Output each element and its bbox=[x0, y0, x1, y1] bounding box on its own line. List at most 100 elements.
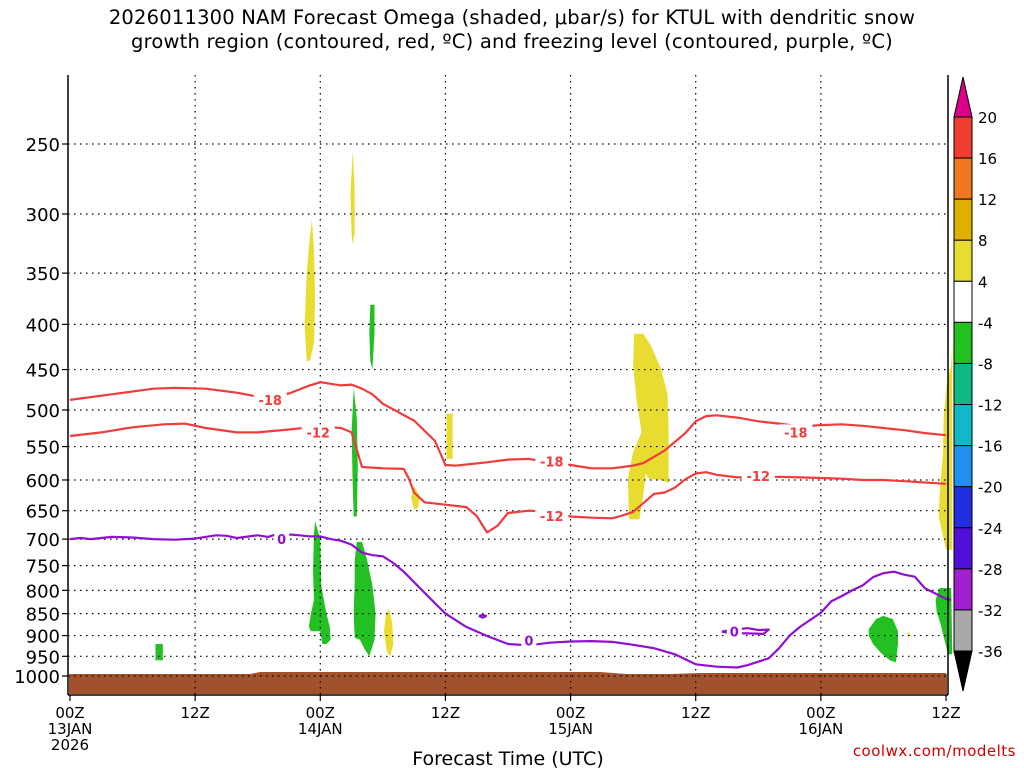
x-tick-label-36-0: 12Z bbox=[431, 704, 460, 722]
x-axis-title: Forecast Time (UTC) bbox=[412, 748, 603, 768]
contour-label-1: -12 bbox=[306, 426, 330, 441]
y-tick-label-950: 950 bbox=[26, 647, 60, 668]
colorbar-bin-8 bbox=[953, 445, 973, 488]
omega-region-2 bbox=[446, 413, 453, 459]
contour-label-3: -12 bbox=[540, 510, 564, 525]
contour-label-2: -18 bbox=[540, 456, 564, 471]
colorbar-bin-1 bbox=[953, 157, 973, 200]
contour-label-5: -12 bbox=[747, 470, 771, 485]
colorbar-bin-9 bbox=[953, 486, 973, 529]
colorbar-label-3: 8 bbox=[978, 232, 988, 250]
colorbar-label-1: 16 bbox=[978, 150, 997, 168]
contour-label-4: -18 bbox=[784, 426, 808, 441]
contour-layer bbox=[69, 381, 952, 669]
chart-title-line2: growth region (contoured, red, ºC) and f… bbox=[131, 30, 893, 53]
colorbar-label-2: 12 bbox=[978, 191, 997, 209]
credit-link[interactable]: coolwx.com/modelts bbox=[852, 742, 1016, 760]
colorbar-label-6: -8 bbox=[978, 355, 993, 373]
contour-label-bg-0 bbox=[253, 391, 287, 408]
x-tick-label-48-0: 00Z bbox=[556, 704, 585, 722]
colorbar-bin-11 bbox=[953, 568, 973, 611]
contour-label-bg-2 bbox=[535, 453, 569, 470]
x-tick-label-84-0: 12Z bbox=[931, 704, 960, 722]
omega-region-11 bbox=[155, 644, 163, 661]
contour-line-4 bbox=[478, 613, 488, 619]
contour-line-1 bbox=[69, 422, 947, 534]
omega-region-7 bbox=[369, 304, 375, 370]
contour-label-7: 0 bbox=[524, 635, 533, 650]
colorbar-bin-7 bbox=[953, 404, 973, 447]
y-tick-label-550: 550 bbox=[26, 438, 60, 459]
x-tick-label-48-1: 15JAN bbox=[548, 720, 593, 738]
omega-region-6 bbox=[938, 343, 953, 550]
y-tick-label-800: 800 bbox=[26, 581, 60, 602]
omega-region-14 bbox=[907, 632, 911, 637]
y-tick-label-350: 350 bbox=[26, 264, 60, 285]
contour-label-bg-7 bbox=[521, 632, 537, 649]
x-tick-label-0-2: 2026 bbox=[51, 736, 89, 754]
colorbar-bin-6 bbox=[953, 362, 973, 406]
colorbar-bin-0 bbox=[953, 116, 973, 159]
omega-region-8 bbox=[351, 387, 358, 517]
x-tick-label-72-0: 00Z bbox=[806, 704, 835, 722]
contour-label-0: -18 bbox=[258, 394, 282, 409]
colorbar-bin-2 bbox=[953, 198, 973, 241]
contour-line-0 bbox=[69, 381, 947, 470]
y-tick-label-500: 500 bbox=[26, 401, 60, 422]
colorbar-label-8: -16 bbox=[978, 438, 1003, 456]
contour-line-2 bbox=[69, 532, 952, 669]
y-tick-label-650: 650 bbox=[26, 502, 60, 523]
contour-label-bg-8 bbox=[726, 623, 742, 640]
colorbar-label-0: 20 bbox=[978, 109, 997, 127]
colorbar-label-7: -12 bbox=[978, 397, 1003, 415]
colorbar-bin-10 bbox=[953, 527, 973, 570]
x-tick-label-24-0: 00Z bbox=[306, 704, 335, 722]
x-tick-label-72-1: 16JAN bbox=[798, 720, 843, 738]
x-tick-label-60-0: 12Z bbox=[681, 704, 710, 722]
gridlines bbox=[68, 75, 948, 695]
omega-region-0 bbox=[304, 220, 316, 361]
y-tick-label-750: 750 bbox=[26, 557, 60, 578]
x-tick-label-0-1: 13JAN bbox=[48, 720, 93, 738]
contour-label-bg-4 bbox=[779, 424, 813, 441]
colorbar-label-11: -28 bbox=[978, 561, 1003, 579]
colorbar-legend: 20 16 12 8 4 -4 -8 -12 -16 -20 -24 -28 -32 -36 bbox=[953, 76, 1003, 692]
y-tick-label-700: 700 bbox=[26, 530, 60, 551]
y-tick-label-400: 400 bbox=[26, 315, 60, 336]
omega-region-4 bbox=[383, 609, 394, 657]
colorbar-bin-4 bbox=[953, 280, 973, 323]
omega-region-10 bbox=[353, 541, 376, 657]
y-tick-label-1000: 1000 bbox=[14, 667, 60, 688]
colorbar-top-arrow bbox=[953, 76, 973, 118]
colorbar-bottom-arrow bbox=[953, 650, 973, 692]
y-tick-label-850: 850 bbox=[26, 605, 60, 626]
surface-band-top bbox=[69, 672, 946, 680]
contour-label-8: 0 bbox=[730, 626, 739, 641]
contour-label-bg-1 bbox=[301, 424, 335, 441]
colorbar-label-9: -20 bbox=[978, 479, 1003, 497]
colorbar-label-5: -4 bbox=[978, 314, 993, 332]
omega-region-5 bbox=[627, 333, 669, 520]
colorbar-label-12: -32 bbox=[978, 602, 1003, 620]
y-tick-label-300: 300 bbox=[26, 205, 60, 226]
contour-label-bg-3 bbox=[535, 507, 569, 524]
contour-label-bg-5 bbox=[741, 468, 775, 485]
x-tick-label-24-1: 14JAN bbox=[298, 720, 343, 738]
surface-layer bbox=[69, 672, 947, 694]
y-tick-label-250: 250 bbox=[26, 135, 60, 156]
x-tick-label-0-0: 00Z bbox=[55, 704, 84, 722]
axes: 250 300 350 400 450 500 550 600 650 700 750 800 850 9… bbox=[14, 75, 961, 754]
colorbar-bin-5 bbox=[953, 321, 973, 364]
colorbar-label-13: -36 bbox=[978, 643, 1003, 661]
y-tick-label-600: 600 bbox=[26, 471, 60, 492]
colorbar-label-10: -24 bbox=[978, 520, 1003, 538]
colorbar-bin-12 bbox=[953, 609, 973, 652]
contour-label-layer: -18 -12 -18 -12 -18 -12 0 0 0 bbox=[253, 391, 813, 650]
chart-title-line1: 2026011300 NAM Forecast Omega (shaded, μ… bbox=[108, 6, 916, 29]
y-tick-label-450: 450 bbox=[26, 361, 60, 382]
colorbar-label-4: 4 bbox=[978, 273, 988, 291]
omega-region-1 bbox=[350, 151, 355, 245]
x-tick-label-12-0: 12Z bbox=[180, 704, 209, 722]
omega-region-12 bbox=[868, 615, 898, 663]
